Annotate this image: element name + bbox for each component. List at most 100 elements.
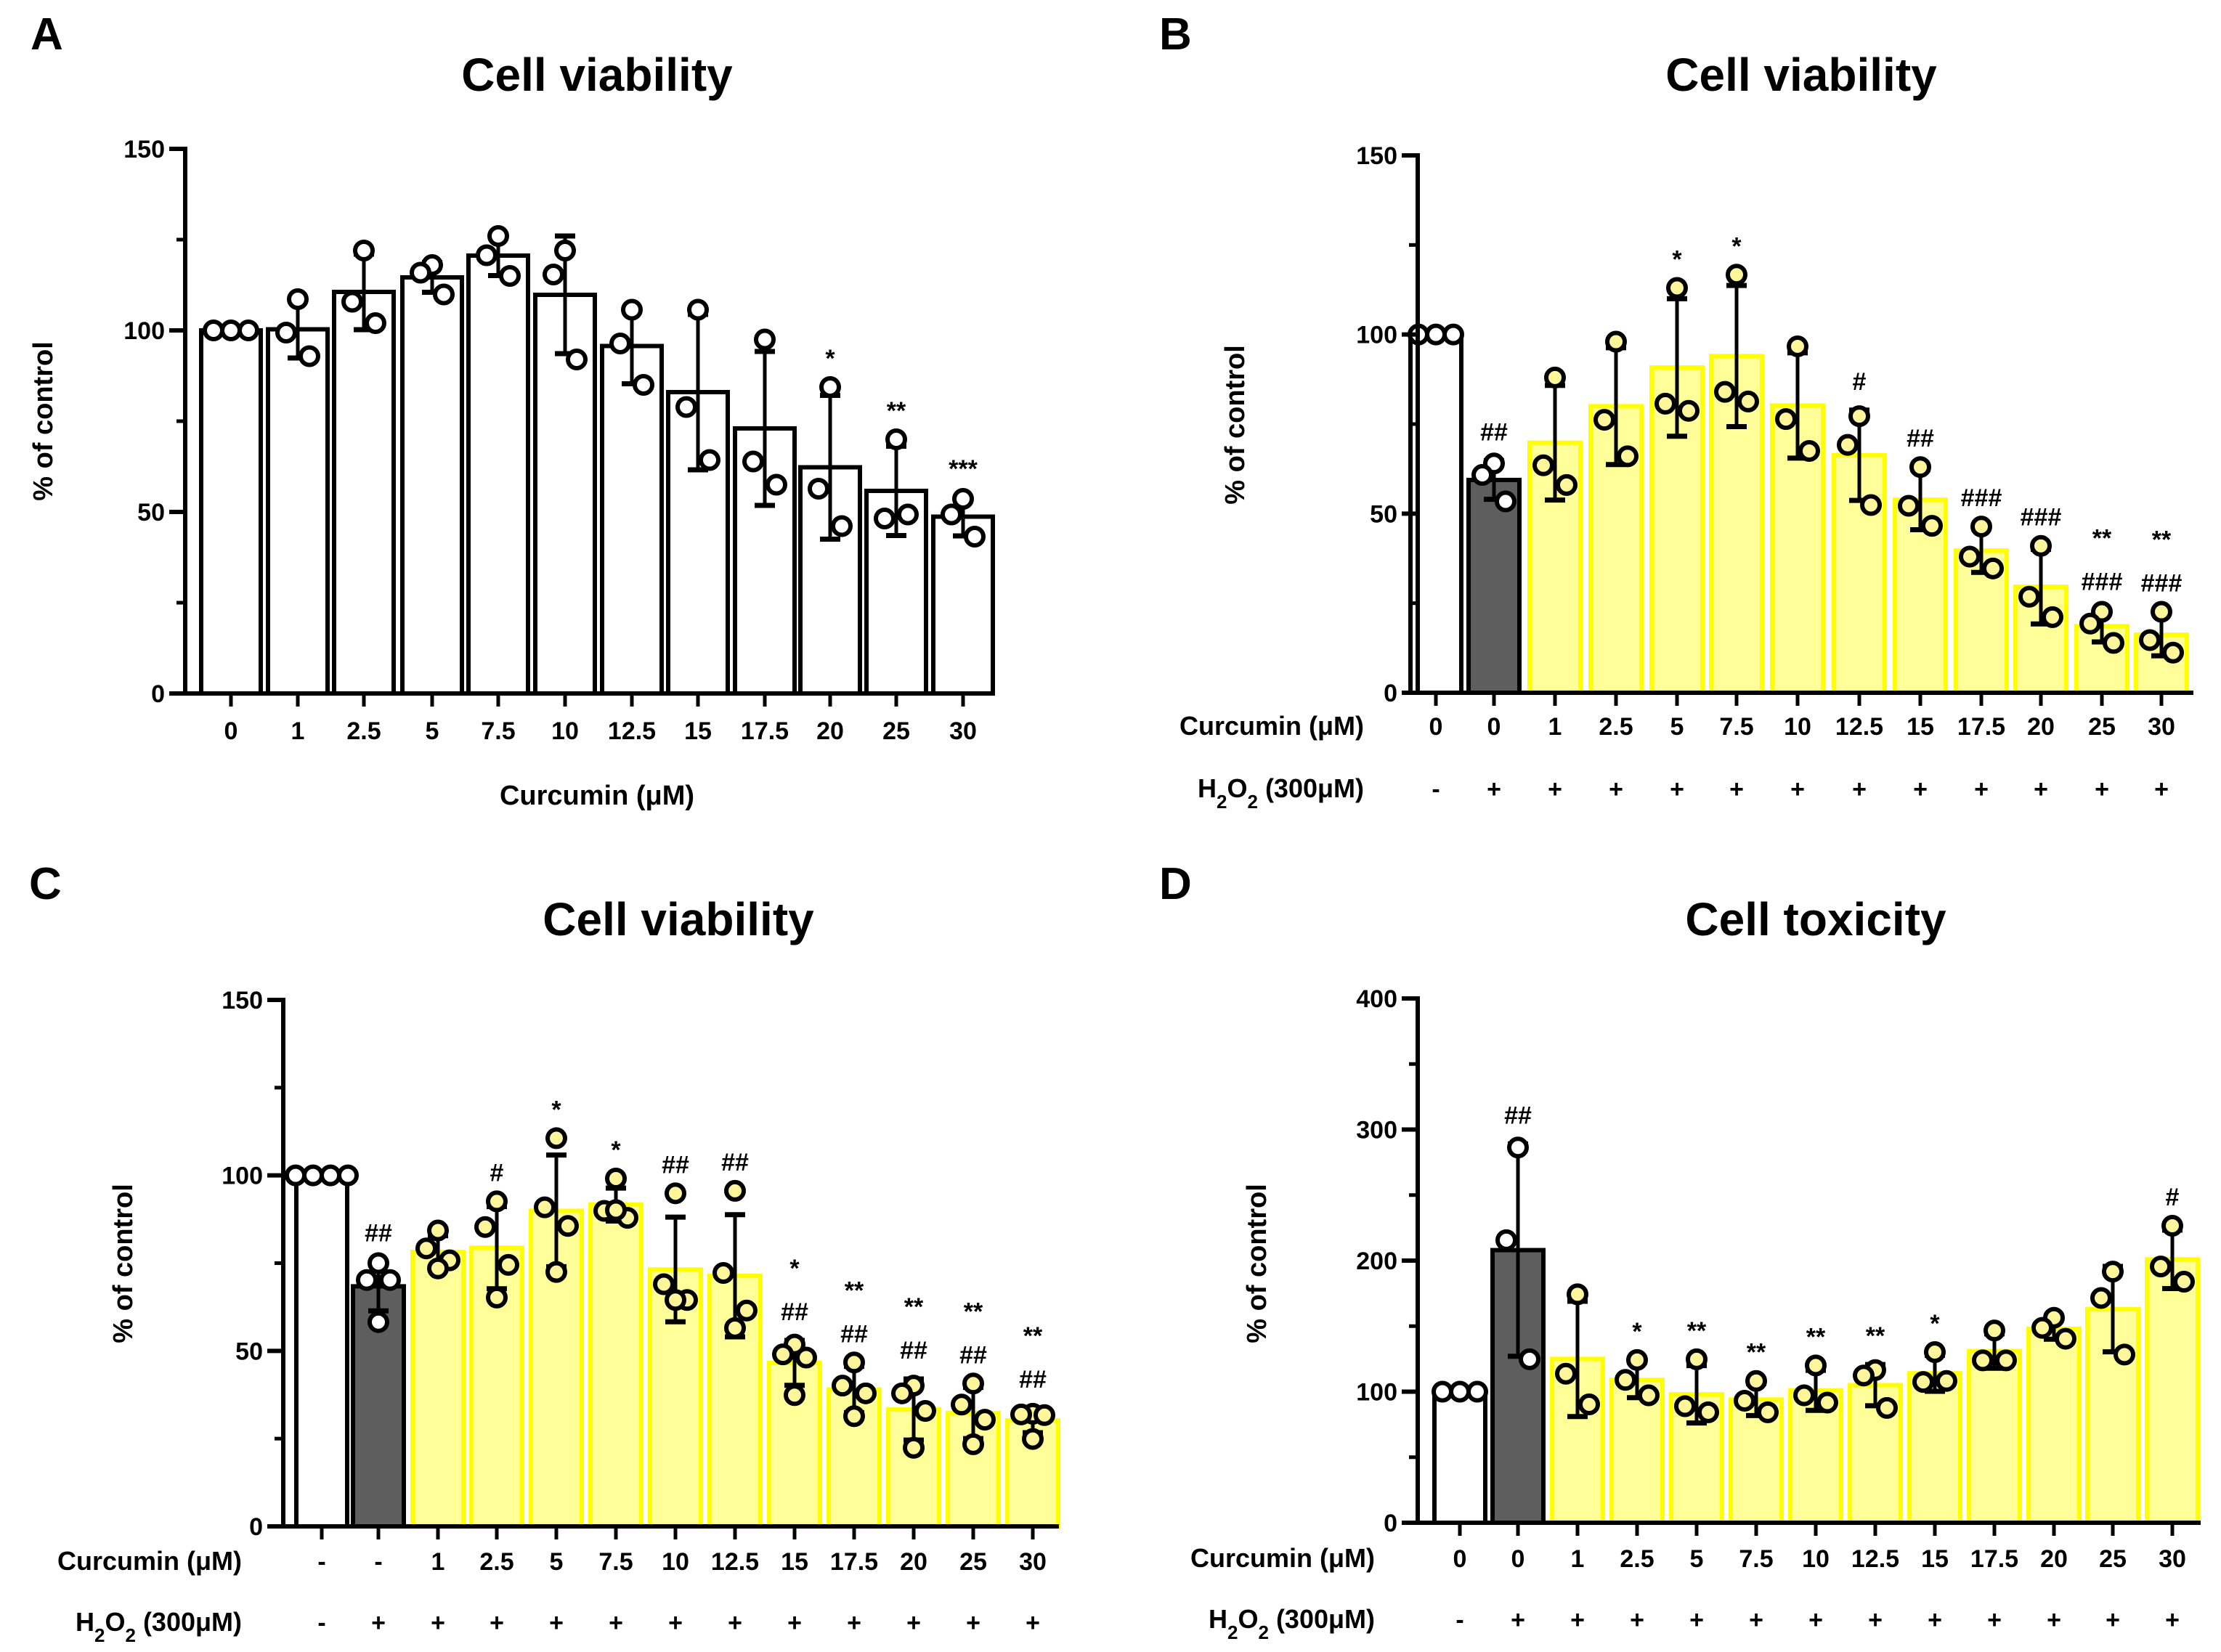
panel-a-x-tick-label: 12.5 <box>608 717 656 745</box>
panel-c-bar <box>588 1202 643 1529</box>
panel-b-data-point <box>1666 277 1688 299</box>
panel-c-data-point <box>891 1382 913 1404</box>
panel-c-h2o2-value: + <box>490 1609 504 1637</box>
panel-d-h2o2-value: - <box>1455 1606 1463 1634</box>
panel-c-significance-label: * <box>611 1136 621 1164</box>
panel-b-data-point <box>2151 601 2172 623</box>
panel-b-h2o2-value: + <box>1487 776 1501 803</box>
panel-c-data-point <box>285 1164 306 1187</box>
panel-a-bar <box>466 253 530 696</box>
panel-b-data-point <box>1909 456 1931 479</box>
panel-c-data-point <box>379 1269 401 1291</box>
panel-c-y-tick-label: 100 <box>222 1163 263 1190</box>
panel-a-group <box>666 298 730 696</box>
panel-d-significance-label: ** <box>1687 1317 1707 1345</box>
panel-c-data-point <box>843 1351 865 1374</box>
panel-b-y-tick-label: 50 <box>1370 500 1397 528</box>
panel-b-h2o2-value: + <box>1670 776 1684 803</box>
panel-c-data-point <box>855 1382 877 1404</box>
panel-a-data-point <box>687 298 709 321</box>
panel-d-data-point <box>1638 1384 1660 1407</box>
panel-d-y-tick-label: 400 <box>1356 985 1397 1013</box>
panel-a-title: Cell viability <box>461 49 733 101</box>
panel-c-data-point <box>498 1253 519 1276</box>
panel-c-h2o2-value: + <box>371 1609 386 1637</box>
panel-c-h2o2-value: + <box>609 1609 623 1637</box>
panel-d-curcumin-value: 7.5 <box>1739 1545 1773 1573</box>
panel-b-significance-label: ### <box>2141 570 2183 598</box>
panel-d-bar <box>2145 1257 2200 1525</box>
panel-b-h2o2-value: + <box>1913 776 1928 803</box>
panel-b-group <box>1770 335 1825 695</box>
panel-b-h2o2-value: + <box>2095 776 2109 803</box>
panel-a-group <box>332 240 396 696</box>
panel-d-significance-label: * <box>1930 1310 1940 1338</box>
panel-a-group <box>400 254 464 696</box>
panel-c-curcumin-value: 10 <box>662 1548 689 1576</box>
panel-d-curcumin-value: 20 <box>2040 1545 2068 1573</box>
panel-a-bar <box>332 290 396 696</box>
panel-a: A Cell viability % of control Curcumin (… <box>28 9 995 811</box>
panel-a-data-point <box>885 428 907 450</box>
panel-a-y-tick-label: 100 <box>123 317 165 345</box>
panel-label-c: C <box>29 859 62 909</box>
panel-c-group: * <box>529 1096 584 1529</box>
panel-d-group: ** <box>1848 1322 1903 1525</box>
panel-d-h2o2-value: + <box>2106 1606 2120 1634</box>
panel-c-data-point <box>724 1179 746 1202</box>
panel-a-data-point <box>365 312 386 334</box>
panel-d-group <box>1967 1319 2022 1526</box>
panel-a-group <box>199 320 263 696</box>
panel-a-group <box>600 298 664 696</box>
panel-b-data-point <box>2162 641 2184 664</box>
panel-a-group <box>266 288 330 696</box>
panel-c-data-point <box>368 1252 389 1274</box>
panel-a-data-point <box>831 515 853 537</box>
panel-d-group: * <box>1907 1310 1962 1525</box>
panel-d-data-point <box>1626 1348 1648 1371</box>
panel-d-data-point <box>1816 1391 1838 1414</box>
panel-d-bar <box>1967 1348 2022 1526</box>
panel-a-data-point <box>499 265 521 287</box>
panel-a-data-point <box>275 322 297 343</box>
panel-c-significance-label: ## <box>721 1149 749 1176</box>
panel-c-significance-label: ## <box>900 1337 927 1364</box>
panel-d-significance-label: * <box>1632 1318 1642 1346</box>
panel-a-group <box>733 328 797 696</box>
panel-d-data-point <box>1578 1393 1600 1416</box>
panel-c-curcumin-value: 12.5 <box>711 1548 759 1576</box>
panel-c-significance-label: ** <box>904 1293 924 1321</box>
panel-b-curcumin-value: 2.5 <box>1599 713 1633 741</box>
panel-c-data-point <box>951 1393 973 1416</box>
panel-a-x-tick-label: 15 <box>684 717 712 745</box>
panel-c-data-point <box>772 1343 794 1366</box>
panel-c-group: ** ## <box>946 1298 1001 1529</box>
panel-a-x-tick-label: 10 <box>551 717 579 745</box>
panel-b-group: ### <box>2013 504 2068 695</box>
panel-a-data-point <box>633 374 654 396</box>
panel-b-significance-label: ## <box>1907 425 1934 452</box>
panel-c-group <box>410 1219 466 1529</box>
panel-b-data-point <box>1425 323 1447 346</box>
panel-c-data-point <box>368 1311 389 1333</box>
panel-c-data-point <box>557 1215 579 1237</box>
panel-d-data-point <box>1876 1396 1898 1419</box>
panel-b-h2o2-value: + <box>2034 776 2048 803</box>
panel-a-bar <box>533 293 597 696</box>
panel-a-data-point <box>808 478 829 500</box>
panel-d-data-point <box>1466 1380 1488 1403</box>
panel-b-curcumin-value: 17.5 <box>1957 713 2005 741</box>
panel-a-group: ** <box>864 397 928 696</box>
panel-a-bar <box>199 328 263 696</box>
panel-c-data-point <box>534 1196 556 1218</box>
panel-a-data-point <box>299 345 320 367</box>
panel-d-group: ** <box>1788 1323 1843 1525</box>
panel-c-h2o2-value: + <box>966 1609 980 1637</box>
panel-a-x-tick-label: 0 <box>224 717 238 745</box>
panel-d-data-point <box>1495 1229 1517 1251</box>
panel-a-significance-label: * <box>825 345 835 373</box>
panel-b-data-point <box>1982 557 2004 579</box>
panel-d-y-tick-label: 200 <box>1356 1248 1397 1275</box>
panel-d-data-point <box>2173 1271 2195 1293</box>
panel-d-curcumin-value: 1 <box>1571 1545 1585 1573</box>
